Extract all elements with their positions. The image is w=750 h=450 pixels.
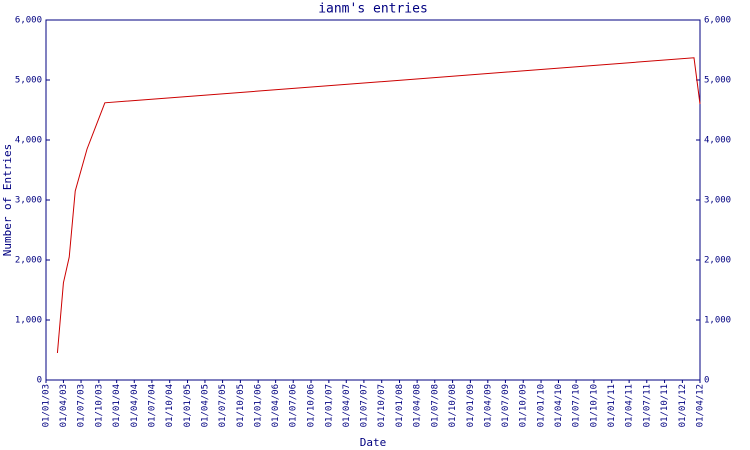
x-tick-label: 01/07/09 [501, 384, 511, 427]
x-tick-label: 01/07/07 [359, 384, 369, 427]
y-tick-label: 1,000 [15, 316, 42, 326]
y-tick-label: 0 [37, 376, 42, 386]
x-tick-label: 01/01/03 [42, 384, 52, 427]
x-tick-label: 01/07/11 [642, 384, 652, 427]
chart-title: ianm's entries [318, 2, 428, 17]
x-tick-label: 01/10/03 [94, 384, 104, 427]
x-tick-label: 01/10/11 [660, 384, 670, 427]
x-tick-label: 01/10/10 [589, 384, 599, 427]
x-tick-label: 01/07/08 [430, 384, 440, 427]
x-tick-label: 01/01/08 [395, 384, 405, 427]
x-tick-label: 01/01/10 [537, 384, 547, 427]
y-tick-label: 3,000 [15, 196, 42, 206]
y2-tick-label: 1,000 [704, 316, 731, 326]
x-tick-label: 01/10/04 [165, 384, 175, 427]
x-tick-label: 01/04/08 [413, 384, 423, 427]
x-tick-label: 01/07/04 [147, 384, 157, 427]
x-tick-label: 01/04/07 [342, 384, 352, 427]
y2-tick-label: 2,000 [704, 256, 731, 266]
x-tick-label: 01/10/05 [236, 384, 246, 427]
x-tick-label: 01/04/05 [200, 384, 210, 427]
x-tick-label: 01/01/06 [254, 384, 264, 427]
x-tick-label: 01/10/06 [307, 384, 317, 427]
plot-frame [45, 19, 701, 381]
x-tick-label: 01/04/03 [59, 384, 69, 427]
x-tick-label: 01/04/09 [483, 384, 493, 427]
y2-tick-label: 6,000 [704, 16, 731, 26]
x-tick-label: 01/01/09 [466, 384, 476, 427]
x-tick-label: 01/01/12 [678, 384, 688, 427]
x-tick-label: 01/10/07 [377, 384, 387, 427]
x-tick-label: 01/07/03 [77, 384, 87, 427]
x-tick-label: 01/01/04 [112, 384, 122, 427]
x-tick-label: 01/04/11 [625, 384, 635, 427]
x-tick-label: 01/07/05 [218, 384, 228, 427]
x-tick-label: 01/10/08 [448, 384, 458, 427]
y-tick-label: 5,000 [15, 76, 42, 86]
y-tick-label: 2,000 [15, 256, 42, 266]
data-line [56, 57, 701, 354]
x-axis-label: Date [360, 436, 387, 449]
x-tick-label: 01/04/12 [696, 384, 706, 427]
x-tick-label: 01/01/05 [183, 384, 193, 427]
x-tick-label: 01/07/10 [572, 384, 582, 427]
y2-tick-label: 0 [704, 376, 709, 386]
x-tick-label: 01/07/06 [289, 384, 299, 427]
y-tick-label: 6,000 [15, 16, 42, 26]
y-tick-label: 4,000 [15, 136, 42, 146]
y2-tick-label: 5,000 [704, 76, 731, 86]
y2-tick-label: 3,000 [704, 196, 731, 206]
x-tick-label: 01/04/06 [271, 384, 281, 427]
y-axis-label: Number of Entries [1, 144, 14, 257]
x-tick-label: 01/04/04 [130, 384, 140, 427]
x-tick-label: 01/01/11 [607, 384, 617, 427]
x-tick-label: 01/10/09 [519, 384, 529, 427]
x-tick-label: 01/04/10 [554, 384, 564, 427]
x-tick-label: 01/01/07 [324, 384, 334, 427]
y2-tick-label: 4,000 [704, 136, 731, 146]
